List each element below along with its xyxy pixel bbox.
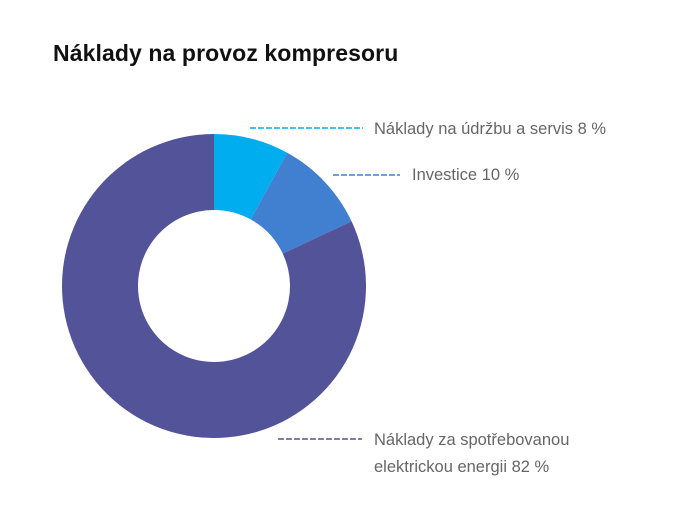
slice-label-1-line-1: Náklady na údržbu a servis 8 % (374, 120, 606, 138)
slice-label-3-line-2: elektrickou energii 82 % (374, 458, 550, 476)
donut-slice-3 (62, 134, 367, 438)
slice-label-2-line-1: Investice 10 % (412, 166, 520, 184)
donut-slice-2 (250, 152, 352, 254)
slice-label-3-line-1: Náklady za spotřebovanou (374, 431, 569, 449)
donut-slice-1 (214, 134, 288, 220)
chart-title: Náklady na provoz kompresoru (53, 40, 399, 66)
